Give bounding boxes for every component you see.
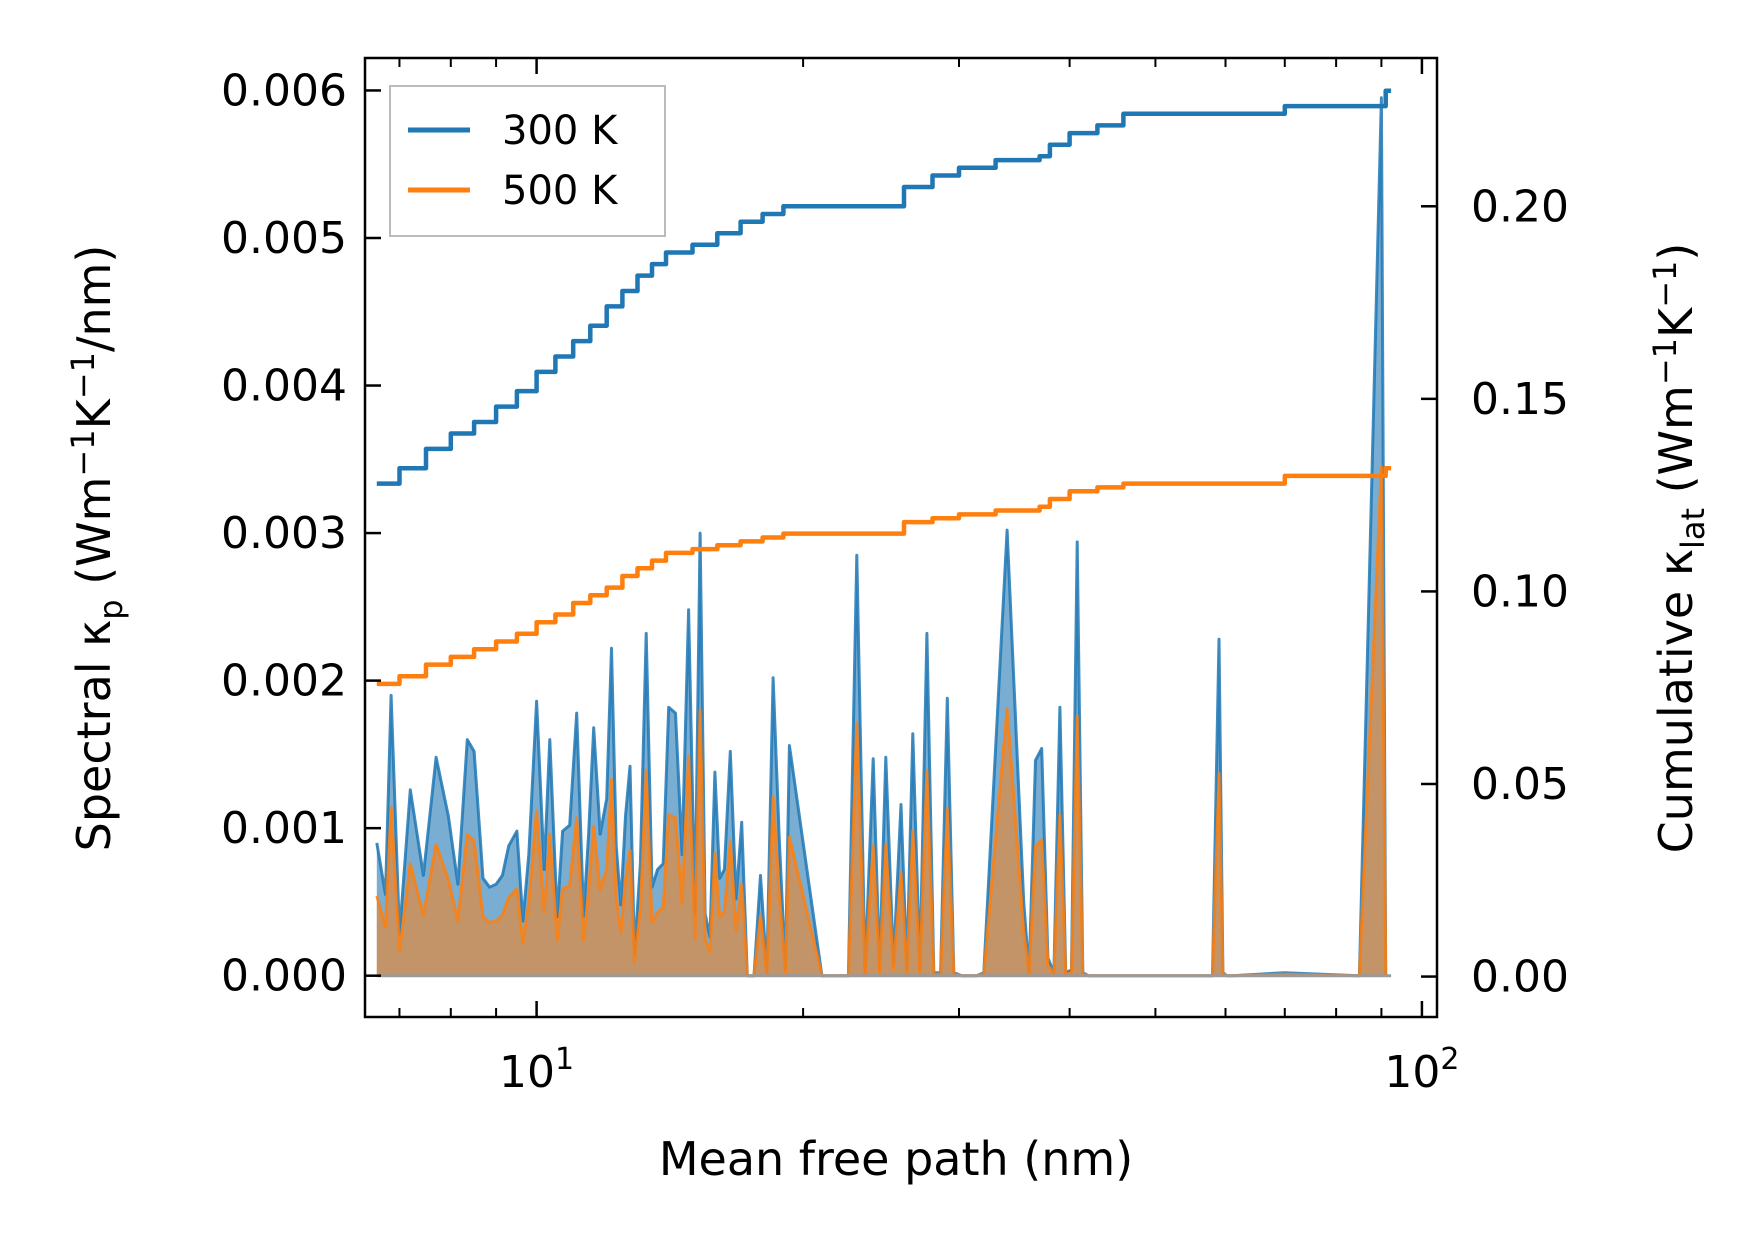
left-tick-label: 0.005 (221, 213, 347, 264)
legend-box (389, 85, 666, 237)
right-tick-label: 0.15 (1471, 374, 1569, 425)
x-tick-label-base: 10 (1384, 1047, 1440, 1098)
left-axis-title: Spectral κp (Wm−1K−1/nm) (64, 245, 130, 852)
x-tick-label: 102 (1384, 1042, 1459, 1098)
legend-label-500k: 500 K (502, 168, 619, 214)
axes-layer: 0.000 0.001 0.002 0.003 0.004 0.005 0.006 0.00 0… (221, 56, 1569, 1098)
x-axis-title: Mean free path (nm) (659, 1132, 1133, 1186)
right-tick-label: 0.00 (1471, 952, 1569, 1003)
plot-area (375, 88, 1392, 978)
right-tick-label: 0.20 (1471, 181, 1569, 232)
left-tick-label: 0.003 (221, 508, 347, 559)
left-tick-label: 0.001 (221, 803, 347, 854)
legend-label-300k: 300 K (502, 108, 619, 154)
x-tick-label: 101 (499, 1042, 574, 1098)
x-tick-label-exp: 1 (555, 1042, 574, 1077)
left-tick-label: 0.000 (221, 951, 347, 1002)
cumulative-line-300k (376, 88, 1392, 486)
plot-frame (363, 56, 1439, 1019)
legend: 300 K 500 K (389, 85, 666, 237)
right-tick-label: 0.10 (1471, 566, 1569, 617)
plot-layer (375, 88, 1392, 978)
cumulative-line-500k (376, 465, 1392, 687)
x-tick-label-base: 10 (499, 1047, 555, 1098)
left-tick-label: 0.006 (221, 65, 347, 116)
right-axis-title: Cumulative κlat (Wm−1K−1) (1646, 243, 1712, 854)
left-tick-label: 0.002 (221, 656, 347, 707)
x-tick-label-exp: 2 (1440, 1042, 1459, 1077)
left-tick-label: 0.004 (221, 361, 347, 412)
spectral-fill-500k (376, 466, 1386, 976)
right-tick-label: 0.05 (1471, 759, 1569, 810)
